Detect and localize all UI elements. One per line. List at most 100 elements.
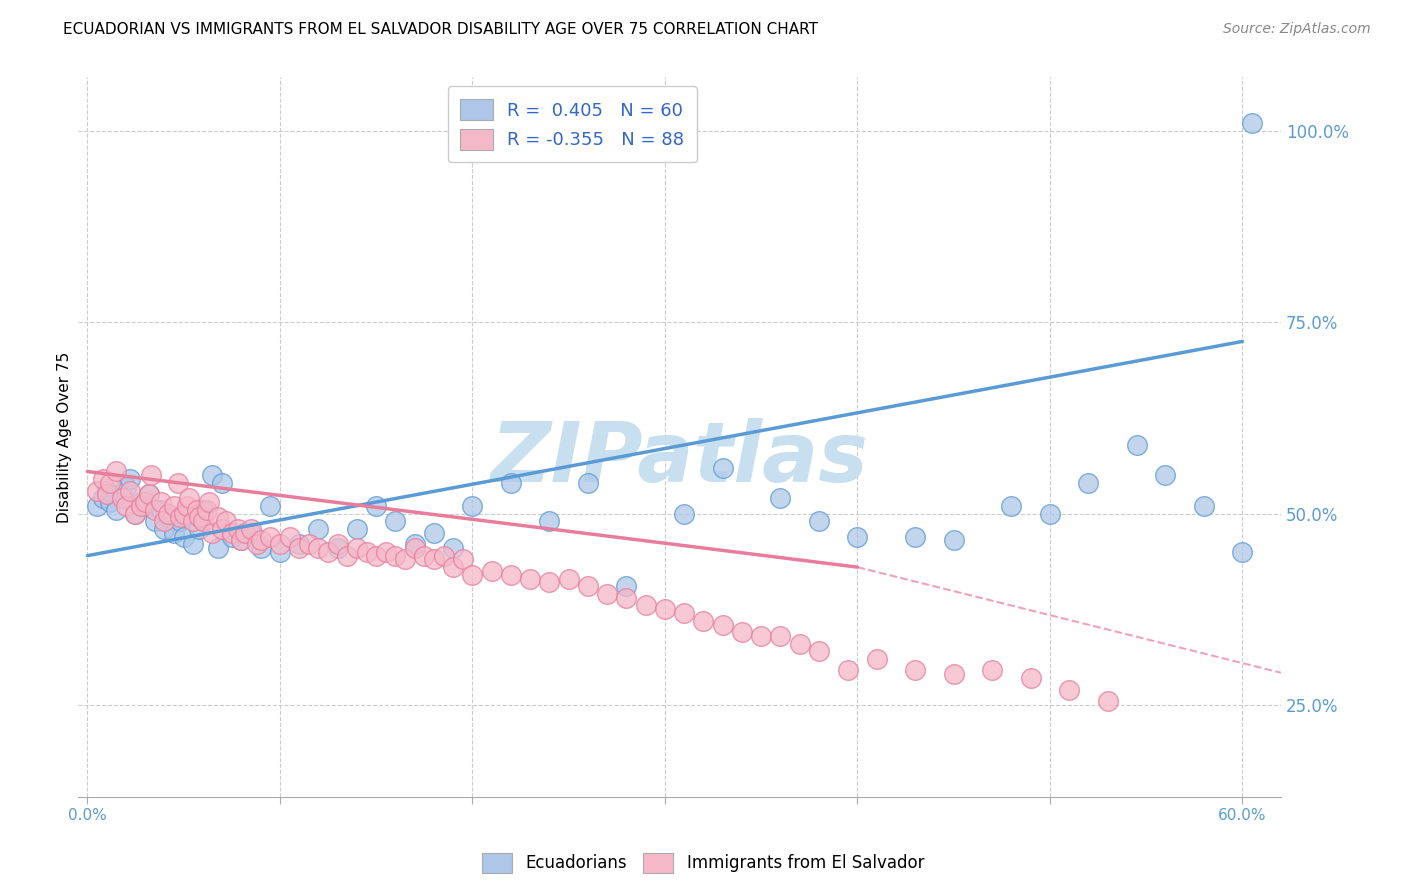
Point: [169, 514, 191, 528]
Point: [149, 495, 172, 509]
Point: [91, 491, 114, 506]
Point: [201, 525, 224, 540]
Point: [731, 625, 754, 640]
Point: [326, 537, 349, 551]
Point: [616, 579, 638, 593]
Point: [374, 545, 396, 559]
Point: [115, 480, 138, 494]
Point: [711, 460, 734, 475]
Point: [576, 475, 599, 490]
Point: [749, 629, 772, 643]
Point: [441, 560, 464, 574]
Point: [139, 468, 162, 483]
Point: [173, 507, 195, 521]
Point: [356, 545, 378, 559]
Point: [111, 487, 134, 501]
Point: [201, 468, 224, 483]
Point: [846, 529, 869, 543]
Point: [129, 495, 152, 509]
Point: [596, 587, 619, 601]
Point: [423, 525, 446, 540]
Point: [499, 475, 522, 490]
Point: [441, 541, 464, 555]
Point: [221, 529, 243, 543]
Point: [249, 533, 271, 548]
Point: [86, 483, 108, 498]
Point: [307, 541, 329, 555]
Legend: R =  0.405   N = 60, R = -0.355   N = 88: R = 0.405 N = 60, R = -0.355 N = 88: [447, 87, 697, 162]
Point: [1241, 116, 1264, 130]
Point: [769, 629, 792, 643]
Point: [179, 491, 201, 506]
Point: [557, 572, 579, 586]
Point: [404, 541, 426, 555]
Point: [394, 552, 416, 566]
Point: [143, 502, 166, 516]
Point: [163, 499, 186, 513]
Point: [307, 522, 329, 536]
Point: [129, 499, 152, 513]
Point: [207, 510, 229, 524]
Text: Source: ZipAtlas.com: Source: ZipAtlas.com: [1223, 22, 1371, 37]
Point: [188, 522, 211, 536]
Point: [288, 537, 311, 551]
Point: [789, 637, 811, 651]
Point: [461, 499, 484, 513]
Point: [246, 537, 269, 551]
Point: [100, 475, 122, 490]
Point: [186, 502, 208, 516]
Point: [96, 483, 118, 498]
Point: [904, 664, 927, 678]
Point: [233, 525, 256, 540]
Point: [124, 507, 146, 521]
Point: [231, 533, 253, 548]
Point: [173, 529, 195, 543]
Y-axis label: Disability Age Over 75: Disability Age Over 75: [58, 351, 72, 523]
Point: [96, 487, 118, 501]
Point: [423, 552, 446, 566]
Point: [298, 537, 321, 551]
Point: [384, 514, 406, 528]
Point: [215, 514, 238, 528]
Point: [163, 525, 186, 540]
Point: [616, 591, 638, 605]
Point: [1192, 499, 1215, 513]
Point: [191, 502, 214, 516]
Point: [188, 510, 211, 524]
Legend: Ecuadorians, Immigrants from El Salvador: Ecuadorians, Immigrants from El Salvador: [475, 847, 931, 880]
Point: [538, 575, 561, 590]
Point: [134, 495, 156, 509]
Point: [181, 537, 204, 551]
Point: [240, 522, 263, 536]
Point: [519, 572, 541, 586]
Point: [366, 499, 388, 513]
Point: [249, 541, 271, 555]
Point: [837, 664, 859, 678]
Point: [221, 525, 243, 540]
Point: [240, 525, 263, 540]
Point: [538, 514, 561, 528]
Point: [197, 495, 219, 509]
Point: [191, 514, 214, 528]
Point: [807, 644, 830, 658]
Point: [1057, 682, 1080, 697]
Point: [654, 602, 676, 616]
Point: [100, 495, 122, 509]
Point: [118, 472, 141, 486]
Point: [346, 522, 368, 536]
Point: [807, 514, 830, 528]
Point: [111, 491, 134, 506]
Point: [143, 514, 166, 528]
Point: [316, 545, 339, 559]
Point: [86, 499, 108, 513]
Point: [451, 552, 474, 566]
Point: [207, 541, 229, 555]
Point: [115, 499, 138, 513]
Point: [105, 502, 128, 516]
Point: [1039, 507, 1062, 521]
Point: [673, 507, 696, 521]
Point: [1125, 438, 1147, 452]
Point: [259, 529, 281, 543]
Point: [278, 529, 301, 543]
Point: [1019, 671, 1042, 685]
